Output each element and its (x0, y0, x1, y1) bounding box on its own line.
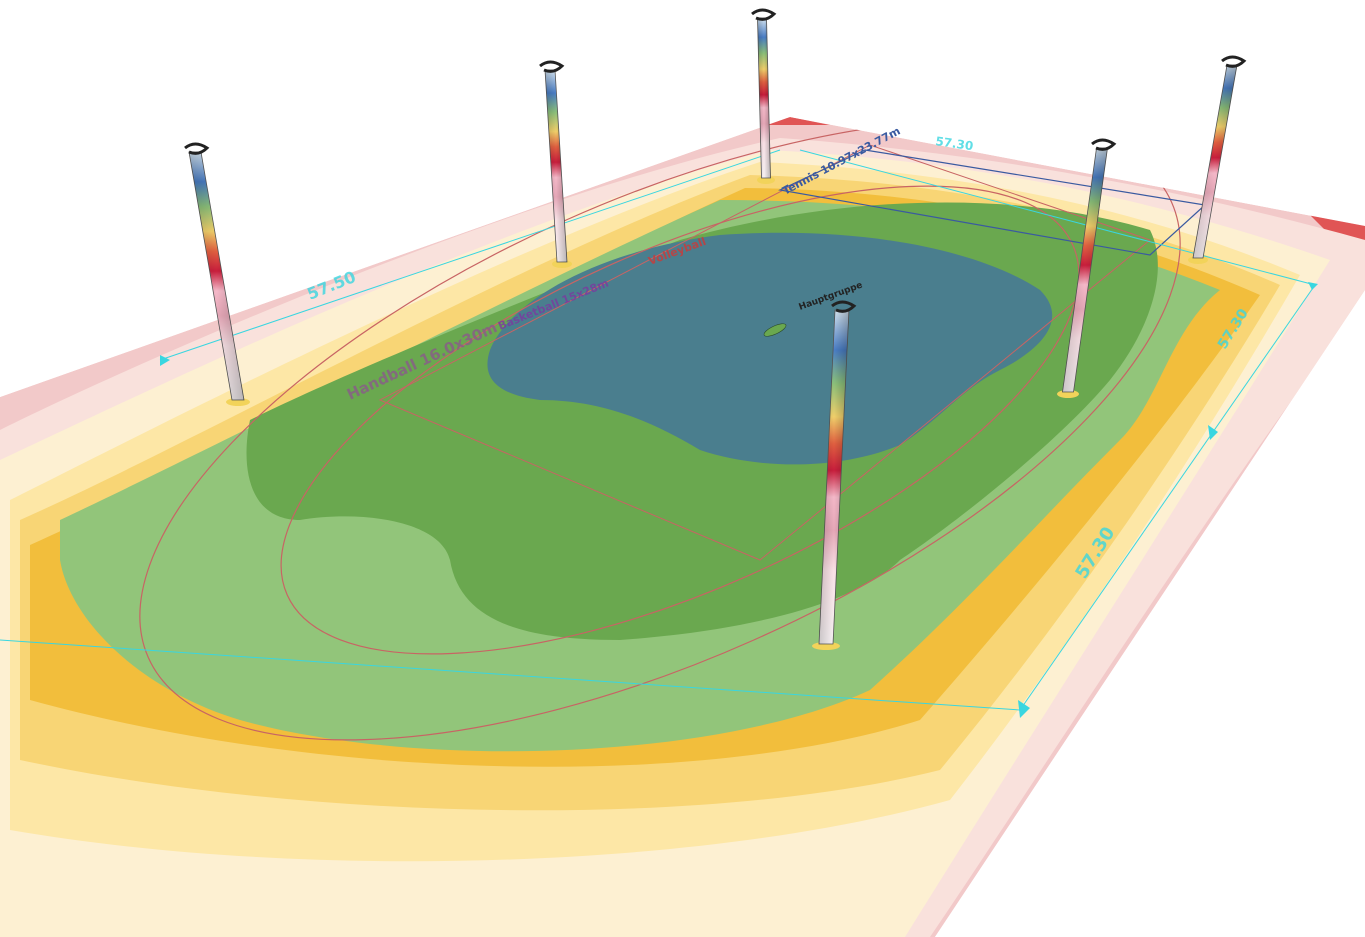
pole-back-right (1057, 138, 1117, 398)
dim-line-left (159, 149, 781, 361)
pole-back-left-luminaire-head (184, 142, 210, 155)
pole-front-center-shading (819, 310, 849, 644)
band-blue (487, 232, 1053, 465)
pole-back-mid-left (539, 60, 572, 268)
pole-back-mid-left-shading (545, 70, 567, 262)
pole-back-right-shading (1062, 148, 1108, 392)
pole-back-left (184, 142, 250, 406)
dim-arrow-back (1308, 282, 1318, 290)
pole-back-center (751, 8, 777, 184)
pole-back-mid-left-luminaire-head (539, 60, 565, 73)
court-oval-outer (139, 119, 1181, 741)
court-oval-inner (280, 185, 1080, 655)
dimension-lines (0, 149, 1316, 711)
dim-arrow-left (160, 355, 170, 366)
pole-back-center-shading (757, 18, 771, 178)
dim-line-right (1019, 284, 1316, 711)
dim-line-back (799, 149, 1316, 286)
pole-far-right-luminaire-head (1221, 55, 1247, 68)
court-rectangle (378, 144, 1152, 561)
pole-back-center-luminaire-head (751, 8, 777, 21)
pole-front-center (812, 300, 857, 650)
dim-line-front (0, 639, 1021, 711)
pole-far-right (1188, 55, 1247, 264)
dim-arrow-right (1208, 425, 1218, 440)
pole-back-right-luminaire-head (1091, 138, 1117, 151)
pole-front-center-luminaire-head (831, 300, 857, 313)
pole-back-left-shading (189, 152, 244, 400)
pole-far-right-shading (1193, 65, 1237, 258)
dim-arrow-front (1018, 700, 1030, 718)
dimension-label-top: 57.30 (935, 134, 975, 153)
light-poles (184, 8, 1247, 650)
